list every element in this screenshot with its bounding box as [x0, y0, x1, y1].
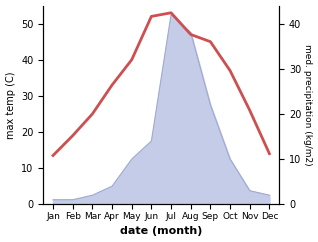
X-axis label: date (month): date (month)	[120, 227, 203, 236]
Y-axis label: max temp (C): max temp (C)	[5, 71, 16, 139]
Y-axis label: med. precipitation (kg/m2): med. precipitation (kg/m2)	[303, 44, 313, 166]
